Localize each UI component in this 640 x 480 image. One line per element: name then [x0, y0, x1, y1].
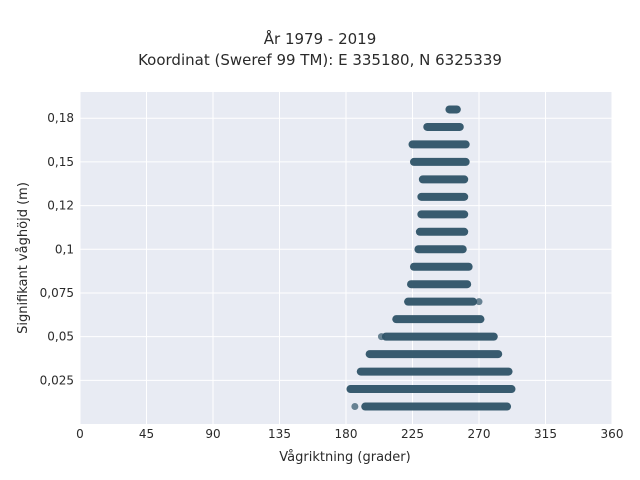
chart-title: År 1979 - 2019 [263, 30, 377, 48]
x-tick-label: 90 [205, 427, 220, 441]
chart-subtitle: Koordinat (Sweref 99 TM): E 335180, N 63… [138, 51, 502, 69]
y-tick-label: 0,15 [47, 155, 74, 169]
x-tick-label: 45 [139, 427, 154, 441]
y-axis-ticks: 0,025 0,05 0,075 0,1 0,12 0,15 0,18 [40, 111, 74, 387]
x-axis-ticks: 0 45 90 135 180 225 270 315 360 [76, 427, 623, 441]
y-tick-label: 0,12 [47, 199, 74, 213]
y-tick-label: 0,025 [40, 373, 74, 387]
x-axis-label: Vågriktning (grader) [279, 450, 410, 465]
y-axis-label: Signifikant våghöjd (m) [16, 182, 31, 334]
x-tick-label: 315 [534, 427, 557, 441]
data-point [351, 403, 359, 411]
x-tick-label: 270 [468, 427, 491, 441]
data-point [475, 298, 483, 306]
x-tick-label: 135 [268, 427, 291, 441]
data-point [377, 333, 385, 341]
x-tick-label: 0 [76, 427, 84, 441]
x-tick-label: 225 [401, 427, 424, 441]
y-tick-label: 0,075 [40, 286, 74, 300]
grid-lines [79, 92, 613, 424]
y-tick-label: 0,1 [55, 242, 74, 256]
data-points [346, 105, 516, 411]
y-tick-label: 0,18 [47, 111, 74, 125]
x-tick-label: 180 [335, 427, 358, 441]
y-tick-label: 0,05 [47, 330, 74, 344]
x-tick-label: 360 [601, 427, 624, 441]
